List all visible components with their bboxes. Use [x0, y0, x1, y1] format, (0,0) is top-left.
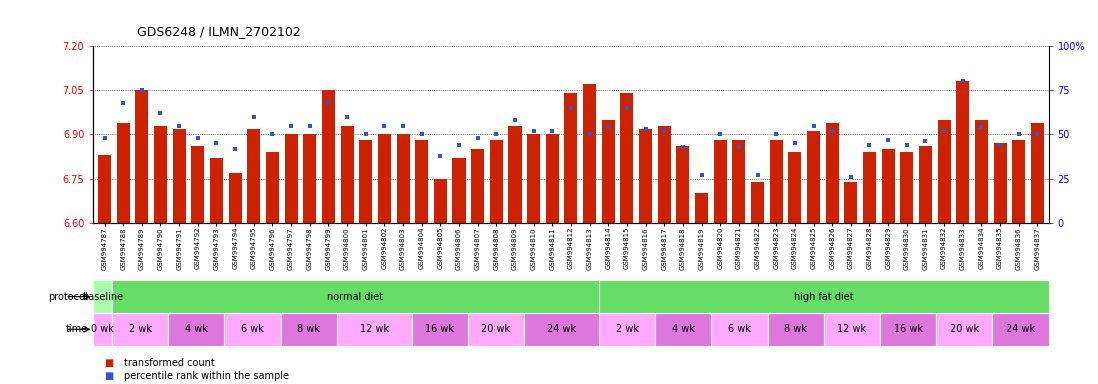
Bar [471, 149, 484, 223]
Bar [564, 93, 578, 223]
Bar [714, 140, 727, 223]
Bar [415, 140, 428, 223]
Bar [600, 280, 1049, 313]
Text: 20 wk: 20 wk [482, 324, 511, 334]
Bar [490, 140, 503, 223]
Text: 24 wk: 24 wk [1006, 324, 1035, 334]
Bar [452, 158, 466, 223]
Bar [863, 152, 876, 223]
Text: 2 wk: 2 wk [128, 324, 152, 334]
Bar [172, 129, 186, 223]
Bar [112, 280, 600, 313]
Bar [826, 122, 839, 223]
Bar [93, 280, 112, 313]
Bar [210, 158, 223, 223]
Bar [322, 90, 335, 223]
Bar [247, 129, 260, 223]
Bar [600, 313, 656, 346]
Text: 0 wk: 0 wk [91, 324, 114, 334]
Text: 16 wk: 16 wk [894, 324, 922, 334]
Bar [993, 313, 1049, 346]
Bar [712, 313, 768, 346]
Bar [879, 313, 937, 346]
Bar [116, 122, 130, 223]
Text: 4 wk: 4 wk [184, 324, 208, 334]
Bar [975, 120, 988, 223]
Bar [434, 179, 447, 223]
Bar [396, 134, 410, 223]
Bar [508, 126, 522, 223]
Text: 24 wk: 24 wk [547, 324, 576, 334]
Text: protocol: protocol [48, 291, 88, 302]
Text: transformed count: transformed count [124, 358, 215, 368]
Text: time: time [66, 324, 88, 334]
Bar [191, 146, 204, 223]
Bar [695, 193, 708, 223]
Text: 4 wk: 4 wk [672, 324, 695, 334]
Bar [412, 313, 468, 346]
Bar [1012, 140, 1026, 223]
Bar [956, 81, 970, 223]
Text: baseline: baseline [82, 291, 123, 302]
Bar [228, 173, 242, 223]
Bar [751, 182, 764, 223]
Bar [284, 134, 298, 223]
Bar [98, 155, 111, 223]
Text: 6 wk: 6 wk [242, 324, 264, 334]
Bar [602, 120, 615, 223]
Bar [844, 182, 858, 223]
Bar [340, 126, 354, 223]
Bar [583, 84, 596, 223]
Bar [620, 93, 634, 223]
Bar [359, 140, 372, 223]
Bar [266, 152, 279, 223]
Text: 2 wk: 2 wk [616, 324, 639, 334]
Bar [768, 313, 824, 346]
Bar [919, 146, 932, 223]
Bar [1031, 122, 1044, 223]
Bar [732, 140, 746, 223]
Text: 20 wk: 20 wk [950, 324, 978, 334]
Bar [135, 90, 148, 223]
Bar [524, 313, 600, 346]
Text: GDS6248 / ILMN_2702102: GDS6248 / ILMN_2702102 [137, 25, 301, 38]
Text: 12 wk: 12 wk [360, 324, 389, 334]
Bar [546, 134, 559, 223]
Text: normal diet: normal diet [327, 291, 383, 302]
Bar [378, 134, 391, 223]
Bar [807, 131, 820, 223]
Text: 16 wk: 16 wk [425, 324, 455, 334]
Bar [676, 146, 690, 223]
Bar [938, 120, 951, 223]
Text: 12 wk: 12 wk [838, 324, 866, 334]
Text: high fat diet: high fat diet [794, 291, 853, 302]
Bar [281, 313, 337, 346]
Bar [639, 129, 652, 223]
Bar [168, 313, 224, 346]
Bar [900, 152, 914, 223]
Bar [154, 126, 167, 223]
Bar [770, 140, 783, 223]
Bar [337, 313, 412, 346]
Text: ■: ■ [104, 371, 113, 381]
Bar [656, 313, 712, 346]
Bar [303, 134, 316, 223]
Bar [468, 313, 524, 346]
Bar [112, 313, 168, 346]
Text: 6 wk: 6 wk [728, 324, 751, 334]
Bar [658, 126, 671, 223]
Text: 8 wk: 8 wk [298, 324, 321, 334]
Bar [93, 313, 112, 346]
Bar [937, 313, 993, 346]
Text: 8 wk: 8 wk [784, 324, 807, 334]
Text: percentile rank within the sample: percentile rank within the sample [124, 371, 289, 381]
Bar [224, 313, 281, 346]
Bar [882, 149, 895, 223]
Text: ■: ■ [104, 358, 113, 368]
Bar [824, 313, 879, 346]
Bar [527, 134, 540, 223]
Bar [994, 143, 1007, 223]
Bar [788, 152, 802, 223]
